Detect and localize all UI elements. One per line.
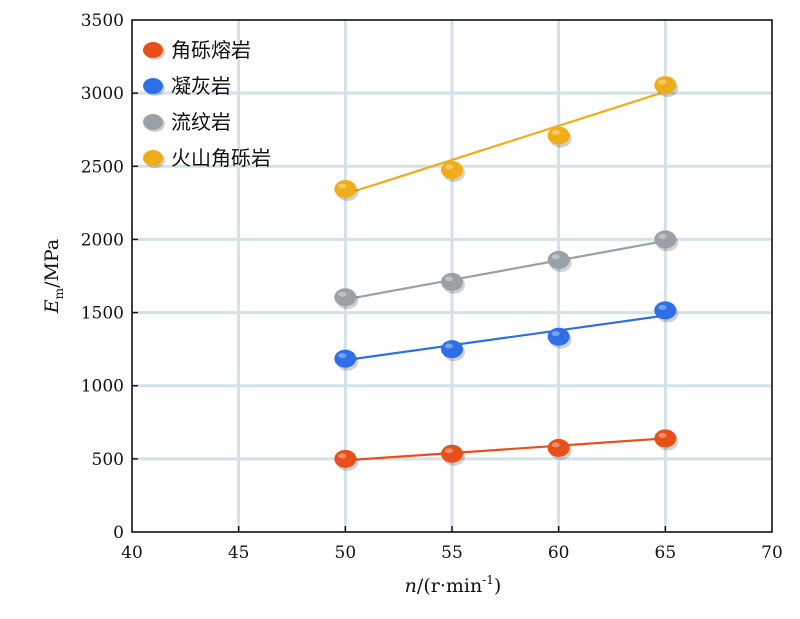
data-point <box>441 340 463 359</box>
data-point-highlight <box>658 79 667 85</box>
y-axis-label-main: E <box>41 299 63 314</box>
data-point-highlight <box>658 432 667 438</box>
fit-line-1 <box>345 314 666 362</box>
x-axis-label-close: ) <box>494 575 501 597</box>
x-tick-label: 65 <box>655 543 677 563</box>
x-tick-label: 40 <box>121 543 143 563</box>
data-point <box>654 76 677 95</box>
y-tick-label: 500 <box>92 450 124 470</box>
y-axis-label-sub: m <box>52 287 66 299</box>
legend-marker <box>143 150 163 166</box>
x-tick-label: 45 <box>228 543 250 563</box>
data-point-highlight <box>338 291 347 297</box>
data-point-highlight <box>338 353 347 359</box>
x-axis-label-sup: -1 <box>482 573 494 587</box>
data-point <box>441 272 463 291</box>
data-point-highlight <box>658 304 667 310</box>
data-point-highlight <box>445 276 453 282</box>
data-points <box>334 76 679 471</box>
legend-label: 流纹岩 <box>171 110 231 134</box>
data-point-highlight <box>551 331 560 337</box>
fit-lines <box>344 90 666 462</box>
x-tick-label: 60 <box>548 543 570 563</box>
fit-line-3 <box>344 90 666 196</box>
y-axis-label-rest: /MPa <box>41 239 63 288</box>
fit-line-0 <box>345 437 666 462</box>
x-axis-label-rest: /(r·min <box>417 575 482 597</box>
y-tick-label: 3000 <box>81 84 124 104</box>
fit-line-2 <box>345 239 666 301</box>
data-point <box>441 444 463 463</box>
data-point <box>334 179 357 198</box>
data-point-highlight <box>445 448 453 454</box>
data-point <box>441 160 463 179</box>
y-tick-label: 2000 <box>81 230 124 250</box>
legend-marker <box>143 114 163 130</box>
x-axis-label: n/(r·min-1) <box>405 573 502 597</box>
data-point <box>654 230 677 249</box>
data-point-highlight <box>338 183 347 189</box>
data-point-highlight <box>445 343 453 349</box>
legend-label: 火山角砾岩 <box>171 146 271 170</box>
y-tick-label: 2500 <box>81 157 124 177</box>
x-tick-label: 70 <box>761 543 783 563</box>
data-point-highlight <box>551 442 560 448</box>
data-point-highlight <box>338 453 347 459</box>
data-point <box>654 429 677 448</box>
y-tick-label: 1000 <box>81 377 124 397</box>
data-point <box>654 301 677 320</box>
data-point <box>334 349 357 368</box>
legend-label: 凝灰岩 <box>171 74 231 98</box>
data-point <box>547 327 570 346</box>
data-point-highlight <box>551 254 560 260</box>
data-point <box>334 288 357 307</box>
data-point <box>547 438 570 457</box>
legend-marker <box>143 42 163 58</box>
y-axis-label: Em/MPa <box>41 239 66 314</box>
y-tick-label: 3500 <box>81 11 124 31</box>
legend-marker <box>143 78 163 94</box>
tick-marks: 40 45 50 55 60 65 70 0 500 1000 1500 2000 2500 3000 35… <box>81 11 783 563</box>
data-point-highlight <box>445 164 453 170</box>
x-tick-label: 50 <box>335 543 357 563</box>
y-tick-label: 0 <box>113 523 124 543</box>
data-point-highlight <box>551 130 560 136</box>
legend-label: 角砾熔岩 <box>171 38 251 62</box>
data-point <box>547 126 570 145</box>
data-point-highlight <box>658 233 667 239</box>
x-tick-label: 55 <box>441 543 463 563</box>
y-tick-label: 1500 <box>81 304 124 324</box>
data-point <box>334 449 357 468</box>
x-axis-label-main: n <box>405 575 417 597</box>
data-point <box>547 250 570 269</box>
